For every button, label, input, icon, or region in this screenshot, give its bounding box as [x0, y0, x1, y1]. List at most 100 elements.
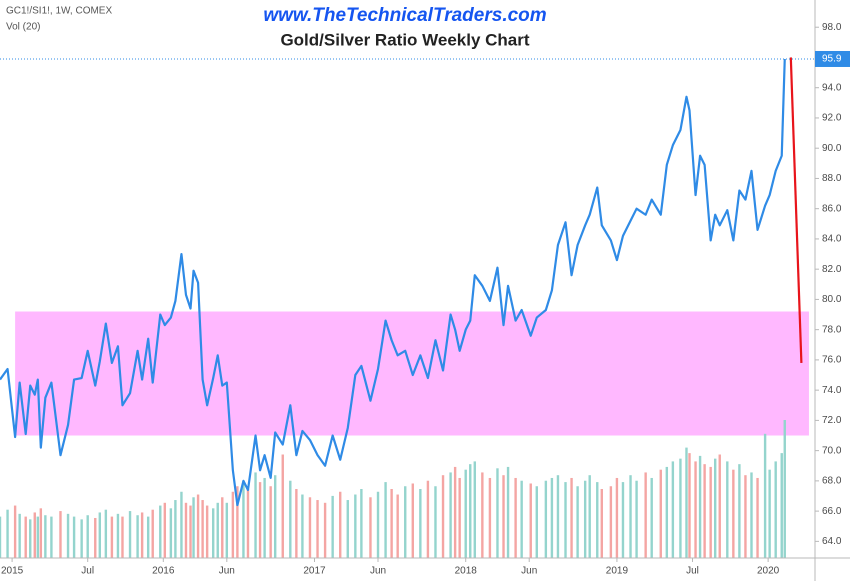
- plot-area: [0, 57, 815, 558]
- volume-bar: [564, 482, 567, 558]
- volume-bar: [163, 502, 167, 558]
- volume-bar: [390, 489, 393, 558]
- volume-bar: [192, 497, 195, 558]
- volume-bar: [116, 513, 120, 558]
- volume-label: Vol (20): [6, 22, 40, 33]
- x-tick-label: Jun: [370, 566, 386, 577]
- volume-bar: [488, 477, 492, 558]
- volume-bar: [635, 480, 638, 558]
- volume-bar: [72, 516, 76, 558]
- volume-bar: [671, 461, 675, 558]
- volume-bar: [236, 486, 239, 558]
- volume-bar: [180, 491, 183, 558]
- volume-bar: [98, 512, 101, 558]
- volume-bar: [679, 458, 682, 558]
- volume-bar: [469, 464, 472, 558]
- volume-bar: [688, 453, 691, 558]
- volume-bar: [0, 516, 2, 558]
- volume-bar: [246, 489, 250, 558]
- volume-bar: [18, 513, 21, 558]
- volume-bar: [121, 516, 124, 558]
- y-tick-label: 82.0: [822, 264, 842, 275]
- volume-bar: [323, 502, 327, 558]
- volume-bar: [744, 475, 747, 558]
- volume-bar: [6, 509, 9, 558]
- volume-bar: [369, 497, 372, 558]
- volume-bar: [659, 469, 662, 558]
- volume-bar: [273, 475, 277, 558]
- volume-bar: [434, 486, 437, 558]
- volume-bar: [588, 475, 591, 558]
- volume-bar: [570, 477, 573, 558]
- volume-bar: [66, 513, 70, 558]
- x-tick-label: 2016: [152, 566, 175, 577]
- y-tick-label: 78.0: [822, 324, 842, 335]
- volume-bar: [732, 469, 735, 558]
- y-tick-label: 74.0: [822, 385, 842, 396]
- volume-bar: [703, 464, 706, 558]
- volume-bar: [756, 477, 759, 558]
- volume-bar: [301, 494, 304, 558]
- volume-bar: [110, 516, 114, 558]
- volume-bar: [774, 461, 777, 558]
- volume-bar: [189, 505, 192, 558]
- volume-bar: [376, 491, 380, 558]
- y-tick-label: 68.0: [822, 476, 842, 487]
- volume-bar: [221, 497, 224, 558]
- volume-bar: [609, 486, 613, 558]
- volume-bar: [600, 489, 603, 558]
- volume-bar: [146, 516, 150, 558]
- x-tick-label: Jul: [686, 566, 699, 577]
- volume-bar: [694, 461, 697, 558]
- y-tick-label: 80.0: [822, 294, 842, 305]
- price-line: [0, 58, 786, 507]
- volume-bar: [39, 508, 43, 558]
- volume-bar: [481, 472, 484, 558]
- volume-bar: [556, 475, 560, 558]
- volume-bar: [316, 500, 319, 558]
- y-tick-label: 92.0: [822, 113, 842, 124]
- volume-bar: [289, 480, 292, 558]
- y-tick-label: 98.0: [822, 22, 842, 33]
- x-tick-label: Jun: [219, 566, 235, 577]
- volume-bar: [783, 420, 786, 558]
- chart-title: Gold/Silver Ratio Weekly Chart: [280, 30, 529, 49]
- volume-bar: [738, 464, 741, 558]
- volume-bar: [665, 466, 669, 558]
- volume-bar: [583, 480, 587, 558]
- volume-bar: [44, 515, 47, 558]
- y-tick-label: 66.0: [822, 506, 842, 517]
- volume-bar: [535, 486, 538, 558]
- volume-bar: [86, 515, 89, 558]
- volume-bar: [281, 454, 284, 558]
- volume-bar: [242, 480, 245, 558]
- volume-bar: [529, 483, 532, 558]
- volume-bar: [453, 466, 457, 558]
- y-tick-label: 88.0: [822, 173, 842, 184]
- volume-bar: [550, 477, 554, 558]
- x-tick-label: 2017: [303, 566, 326, 577]
- x-tick-label: 2018: [455, 566, 478, 577]
- volume-bar: [763, 433, 767, 558]
- y-tick-label: 70.0: [822, 445, 842, 456]
- volume-bar: [514, 477, 517, 558]
- volume-bar: [726, 461, 729, 558]
- volume-bar: [212, 508, 215, 558]
- volume-bar: [346, 500, 349, 558]
- volume-bar: [50, 516, 53, 558]
- volume-bar: [396, 494, 399, 558]
- volume-bar: [136, 515, 139, 558]
- volume-bar: [331, 495, 334, 558]
- volume-bar: [80, 519, 83, 558]
- volume-bar: [13, 505, 17, 558]
- volume-bar: [621, 482, 625, 558]
- volume-bar: [629, 475, 632, 558]
- volume-bar: [169, 508, 173, 558]
- volume-bar: [449, 472, 452, 558]
- volume-bar: [128, 511, 132, 558]
- volume-bar: [33, 512, 36, 558]
- y-tick-label: 84.0: [822, 234, 842, 245]
- last-price-box: [815, 50, 850, 67]
- volume-bar: [24, 516, 27, 558]
- volume-bar: [709, 466, 712, 558]
